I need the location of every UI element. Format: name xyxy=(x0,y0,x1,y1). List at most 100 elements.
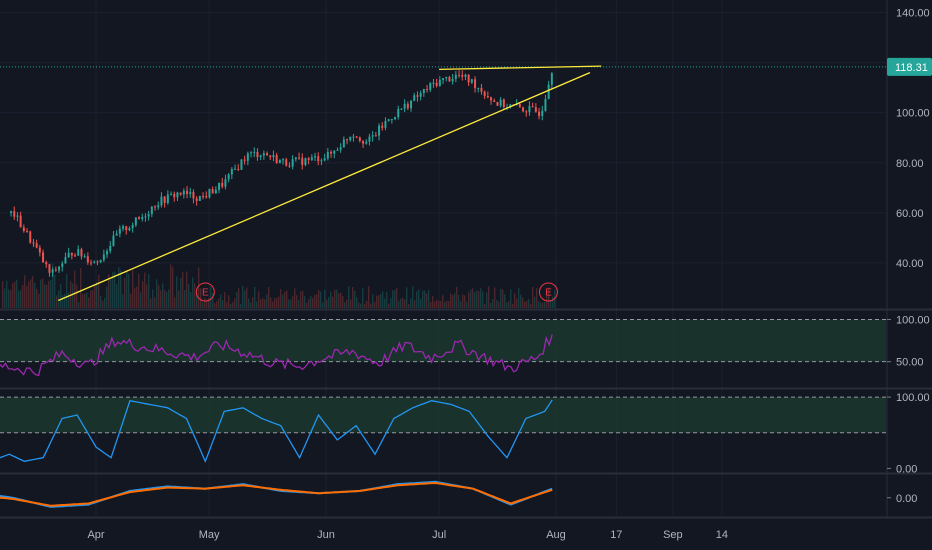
candle-body xyxy=(51,269,54,273)
candle-body xyxy=(346,139,349,141)
candle-body xyxy=(131,225,134,229)
volume-bar xyxy=(498,301,500,308)
candle-body xyxy=(499,99,502,106)
candle-body xyxy=(410,100,413,109)
candle-body xyxy=(224,179,227,187)
volume-bar xyxy=(492,298,494,308)
volume-bar xyxy=(546,292,548,308)
candle-body xyxy=(467,74,470,83)
trendline[interactable] xyxy=(439,65,602,71)
volume-bar xyxy=(344,302,346,308)
volume-bar xyxy=(330,291,332,308)
volume-bar xyxy=(516,298,518,308)
candle-body xyxy=(387,119,390,122)
candle-body xyxy=(477,87,480,89)
candle-body xyxy=(496,101,499,106)
time-tick-label: Jul xyxy=(432,529,446,541)
candle-body xyxy=(83,256,86,258)
candle-body xyxy=(189,191,192,194)
volume-bar xyxy=(264,299,266,308)
candle-body xyxy=(198,196,201,201)
earnings-marker-label: E xyxy=(202,288,209,299)
candle-body xyxy=(278,159,281,164)
volume-bar xyxy=(322,302,324,308)
volume-bar xyxy=(100,295,102,308)
time-tick-label: 17 xyxy=(610,529,622,541)
volume-bar xyxy=(2,281,4,308)
candle-body xyxy=(419,92,422,97)
volume-bar xyxy=(262,298,264,308)
volume-bar xyxy=(46,284,48,308)
candle-body xyxy=(534,107,537,112)
candle-body xyxy=(230,169,233,175)
volume-bar xyxy=(38,293,40,308)
volume-bar xyxy=(452,294,454,308)
volume-bar xyxy=(254,286,256,308)
candle-body xyxy=(470,79,473,83)
volume-bar xyxy=(10,290,12,308)
volume-bar xyxy=(248,298,250,308)
candle-body xyxy=(99,259,102,263)
candle-body xyxy=(138,217,141,219)
volume-bar xyxy=(482,291,484,308)
volume-bar xyxy=(138,273,140,308)
price-axis[interactable]: 140.00120.00100.0080.0060.0040.00118.311… xyxy=(887,8,932,505)
volume-bar xyxy=(260,299,262,308)
candle-body xyxy=(323,158,326,161)
trendline[interactable] xyxy=(58,72,591,302)
candle-body xyxy=(147,214,150,217)
volume-bar xyxy=(32,276,34,308)
volume-bar xyxy=(154,297,156,308)
volume-bar xyxy=(148,274,150,308)
volume-bar xyxy=(298,299,300,308)
volume-bar xyxy=(146,284,148,308)
volume-bar xyxy=(50,279,52,308)
volume-bar xyxy=(250,302,252,308)
volume-bar xyxy=(372,293,374,308)
earnings-marker[interactable]: E xyxy=(195,282,215,302)
volume-bar xyxy=(424,290,426,308)
macd-pane[interactable] xyxy=(0,480,553,508)
volume-bar xyxy=(276,298,278,308)
time-axis[interactable]: Apr May Jun Jul Aug 17 Sep 14 xyxy=(87,529,728,541)
time-tick-label: Jun xyxy=(317,529,335,541)
volume-bar xyxy=(220,294,222,308)
volume-bar xyxy=(302,290,304,308)
volume-bar xyxy=(394,290,396,308)
candle-body xyxy=(304,158,307,166)
stochastic-line[interactable] xyxy=(0,399,553,464)
volume-bar xyxy=(6,280,8,308)
stochastic-pane[interactable] xyxy=(0,396,886,464)
candle-body xyxy=(109,245,112,252)
volume-bar xyxy=(446,300,448,308)
macd-line[interactable] xyxy=(0,481,553,507)
volume-bar xyxy=(342,295,344,308)
volume-bar xyxy=(134,287,136,308)
volume-bar xyxy=(198,267,200,308)
candle-body xyxy=(330,151,333,154)
volume-bar xyxy=(42,278,44,308)
candle-body xyxy=(528,106,531,113)
rsi-pane[interactable] xyxy=(0,318,886,377)
volume-bar xyxy=(188,284,190,308)
volume-bar xyxy=(416,291,418,308)
volume-bar xyxy=(434,301,436,308)
candle-body xyxy=(243,159,246,161)
volume-bar xyxy=(520,294,522,308)
volume-bar xyxy=(244,290,246,308)
volume-bar xyxy=(202,302,204,308)
volume-bar xyxy=(142,281,144,308)
volume-bar xyxy=(320,291,322,308)
rsi-line[interactable] xyxy=(0,334,553,377)
volume-bar xyxy=(76,284,78,308)
candle-body xyxy=(378,125,381,136)
current-price-badge[interactable]: 118.31 xyxy=(887,57,932,76)
price-tick-label: 40.00 xyxy=(896,258,924,270)
earnings-marker[interactable]: E xyxy=(538,282,558,302)
volume-bar xyxy=(436,299,438,308)
volume-bar xyxy=(156,279,158,308)
volume-bar xyxy=(536,288,538,308)
